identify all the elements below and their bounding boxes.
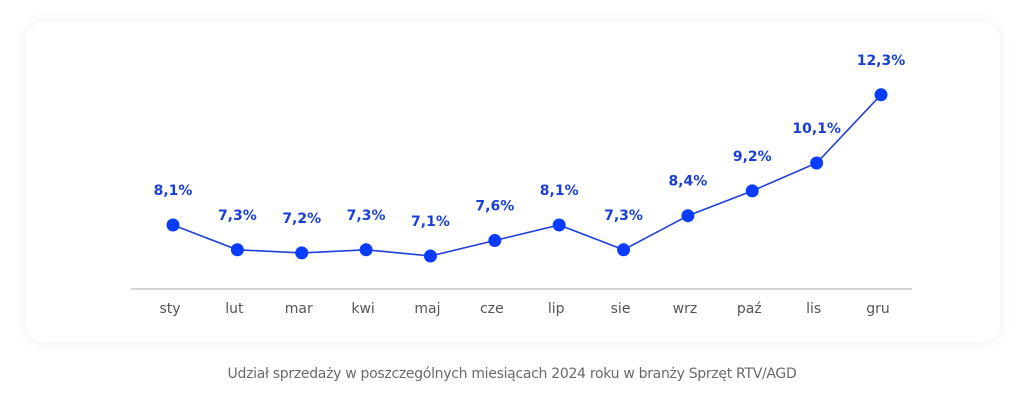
x-tick-label: wrz (673, 301, 698, 317)
chart-caption: Udział sprzedaży w poszczególnych miesią… (227, 366, 797, 382)
data-point (423, 249, 437, 263)
data-label: 8,4% (668, 174, 707, 190)
data-point (552, 218, 566, 232)
x-tick-label: maj (414, 301, 440, 317)
data-label: 7,3% (604, 208, 643, 224)
x-tick-label: gru (866, 301, 890, 317)
x-tick-label: lip (548, 301, 565, 317)
x-tick-label: mar (285, 301, 313, 317)
data-point (488, 234, 502, 247)
data-label: 8,1% (154, 183, 193, 199)
data-label: 12,3% (857, 53, 906, 69)
data-label: 10,1% (792, 121, 841, 137)
data-point (810, 156, 824, 170)
data-point (230, 243, 244, 257)
data-label: 7,2% (282, 211, 321, 227)
series-line (172, 94, 882, 257)
x-tick-label: sty (159, 301, 180, 317)
x-tick-label: kwi (351, 301, 374, 317)
data-label: 7,6% (475, 199, 514, 215)
x-tick-label: cze (480, 301, 504, 317)
data-point (166, 218, 180, 232)
data-label: 7,3% (218, 208, 257, 224)
data-label: 7,1% (411, 214, 450, 230)
data-label: 7,3% (347, 208, 386, 224)
data-label: 9,2% (733, 149, 772, 165)
data-label: 8,1% (540, 183, 579, 199)
data-point (359, 243, 373, 257)
data-point (874, 88, 888, 102)
data-point (681, 209, 695, 223)
x-tick-label: lis (806, 301, 821, 317)
x-tick-label: paź (737, 301, 762, 317)
x-tick-label: sie (611, 301, 631, 317)
x-tick-label: lut (225, 301, 244, 317)
data-point (295, 246, 309, 260)
data-point (745, 184, 759, 198)
data-point (617, 243, 631, 257)
